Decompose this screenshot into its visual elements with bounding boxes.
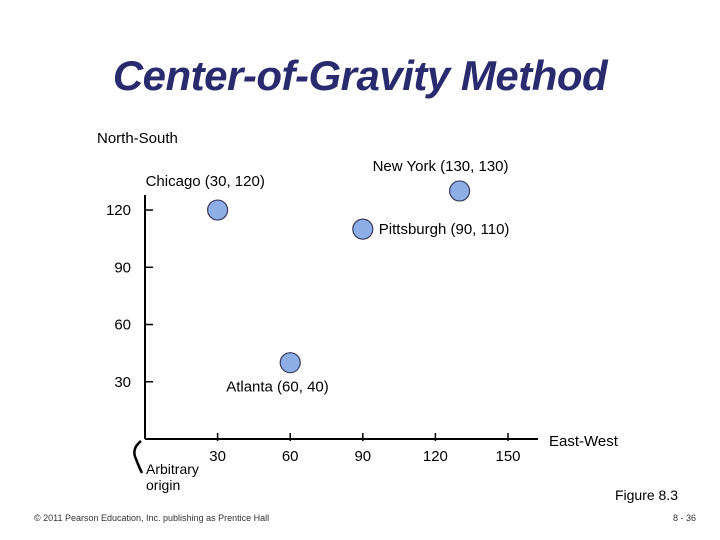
page-number: 8 - 36 (672, 513, 696, 523)
figure-label: Figure 8.3 (614, 487, 678, 503)
copyright-footer: © 2011 Pearson Education, Inc. publishin… (34, 513, 270, 523)
origin-brace (133, 440, 144, 474)
y-tick-label: 90 (114, 259, 131, 276)
x-tick-label: 30 (209, 448, 226, 465)
point-new-york (449, 180, 471, 202)
y-tick-label: 30 (114, 374, 131, 391)
x-axis-title: East-West (549, 433, 618, 450)
origin-label-line-1: Arbitrary (146, 461, 199, 477)
slide-title: Center-of-Gravity Method (112, 52, 608, 99)
y-tick-label: 60 (114, 317, 131, 334)
point-chicago (207, 199, 229, 221)
x-tick-label: 90 (354, 448, 371, 465)
origin-label: Arbitrary origin (146, 461, 199, 493)
y-tick-label: 120 (106, 202, 131, 219)
x-tick-label: 60 (282, 448, 299, 465)
point-label-pittsburgh: Pittsburgh (90, 110) (379, 221, 510, 238)
point-label-atlanta: Atlanta (60, 40) (226, 379, 329, 396)
point-atlanta (279, 352, 301, 374)
x-tick-label: 150 (495, 448, 520, 465)
origin-label-line-2: origin (146, 477, 181, 493)
y-axis-title: North-South (97, 130, 178, 147)
point-label-new-york: New York (130, 130) (373, 158, 509, 175)
point-pittsburgh (352, 218, 374, 240)
x-tick-label: 120 (423, 448, 448, 465)
point-label-chicago: Chicago (30, 120) (146, 173, 265, 190)
